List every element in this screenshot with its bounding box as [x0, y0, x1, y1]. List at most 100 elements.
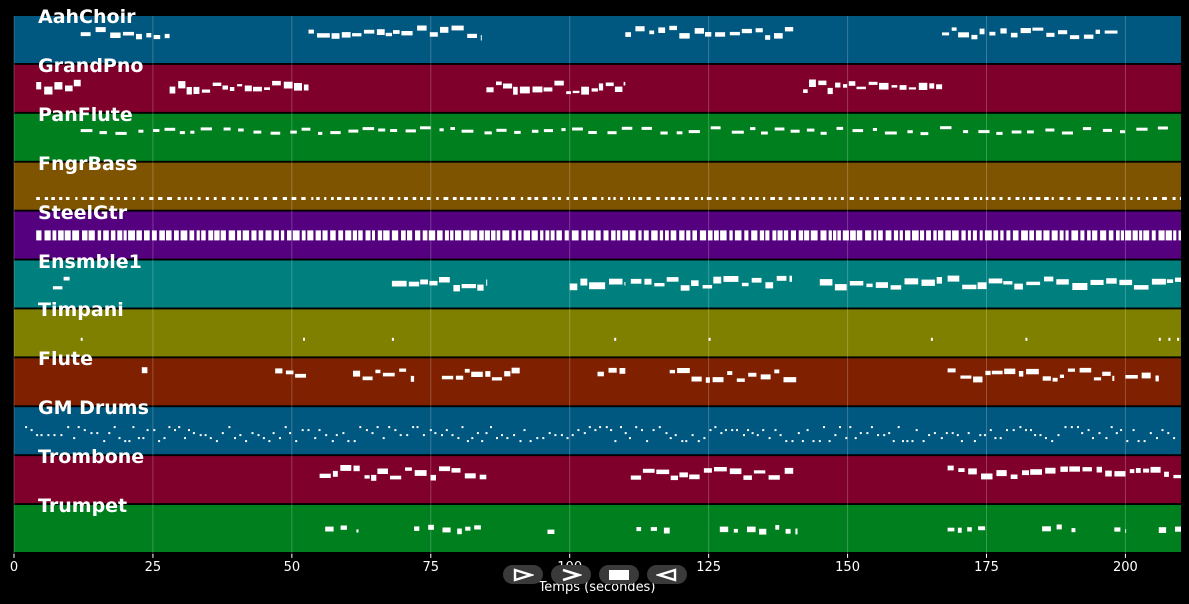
note [669, 437, 672, 440]
note [1083, 34, 1094, 39]
note [883, 434, 886, 437]
note [1043, 230, 1050, 241]
note [44, 197, 49, 200]
note [928, 434, 931, 437]
forward-button[interactable] [551, 565, 591, 584]
note [291, 197, 297, 200]
note [311, 197, 314, 200]
note [239, 197, 243, 200]
note [1095, 29, 1100, 34]
play-button[interactable] [503, 565, 543, 584]
note [1158, 337, 1161, 341]
note [1029, 230, 1034, 241]
note [705, 32, 712, 37]
note [316, 197, 320, 200]
note [803, 197, 807, 200]
note [964, 197, 969, 200]
note [856, 86, 866, 90]
note [151, 230, 157, 241]
note [330, 131, 341, 135]
note [936, 84, 943, 90]
x-tick-label: 75 [422, 560, 440, 575]
note [715, 32, 726, 37]
note [388, 426, 391, 429]
note [467, 33, 477, 38]
note [545, 230, 550, 241]
note [1011, 130, 1022, 134]
note [811, 197, 816, 200]
note [253, 130, 262, 134]
note [592, 197, 597, 200]
note [605, 426, 608, 429]
note [922, 440, 925, 443]
note [837, 230, 841, 241]
stop-button[interactable] [599, 565, 639, 584]
note [751, 432, 754, 435]
note [251, 432, 254, 435]
note [1116, 230, 1120, 241]
note [382, 372, 395, 377]
note [741, 28, 752, 34]
note [866, 283, 873, 288]
note [911, 440, 914, 443]
note [916, 197, 921, 200]
track-notes-grandpno [36, 79, 943, 95]
note [1025, 337, 1028, 341]
note [128, 230, 135, 241]
note [1112, 375, 1115, 381]
note [1035, 197, 1041, 200]
track-label-timpani: Timpani [38, 299, 124, 322]
note [1137, 197, 1141, 200]
note [577, 429, 580, 432]
note [414, 470, 427, 476]
note [1077, 426, 1079, 429]
note [791, 440, 794, 443]
note [873, 230, 877, 241]
note [390, 475, 402, 480]
note [1029, 197, 1033, 200]
note [52, 230, 57, 241]
note [340, 525, 347, 530]
note [788, 197, 792, 200]
note [215, 440, 218, 443]
note [836, 126, 844, 130]
note [401, 31, 413, 36]
note [607, 131, 617, 135]
note [496, 128, 507, 132]
note [957, 527, 962, 533]
note [920, 132, 929, 136]
note [1167, 432, 1170, 435]
note [1125, 375, 1138, 379]
note [884, 131, 897, 135]
note [715, 197, 719, 200]
note [561, 128, 566, 132]
note [783, 377, 797, 383]
note [755, 28, 763, 33]
note [496, 197, 499, 200]
note [628, 197, 630, 200]
note [318, 131, 323, 135]
note [703, 437, 706, 440]
note [543, 129, 553, 133]
note [430, 474, 436, 481]
track-notes-aahchoir [80, 25, 1118, 41]
note [979, 230, 983, 241]
note [723, 276, 739, 282]
note [192, 432, 195, 435]
note [938, 230, 944, 241]
note [915, 429, 918, 432]
note [540, 230, 544, 241]
note [656, 469, 670, 475]
note [348, 129, 359, 133]
x-tick-label: 175 [974, 560, 999, 575]
note [273, 230, 279, 241]
note [342, 432, 345, 435]
rewind-button[interactable] [647, 565, 687, 584]
track-label-gm-drums: GM Drums [38, 397, 149, 420]
note [163, 437, 166, 440]
note [340, 465, 352, 471]
note [1087, 429, 1090, 432]
note [1122, 197, 1126, 200]
note [164, 33, 170, 39]
note [1004, 368, 1016, 375]
